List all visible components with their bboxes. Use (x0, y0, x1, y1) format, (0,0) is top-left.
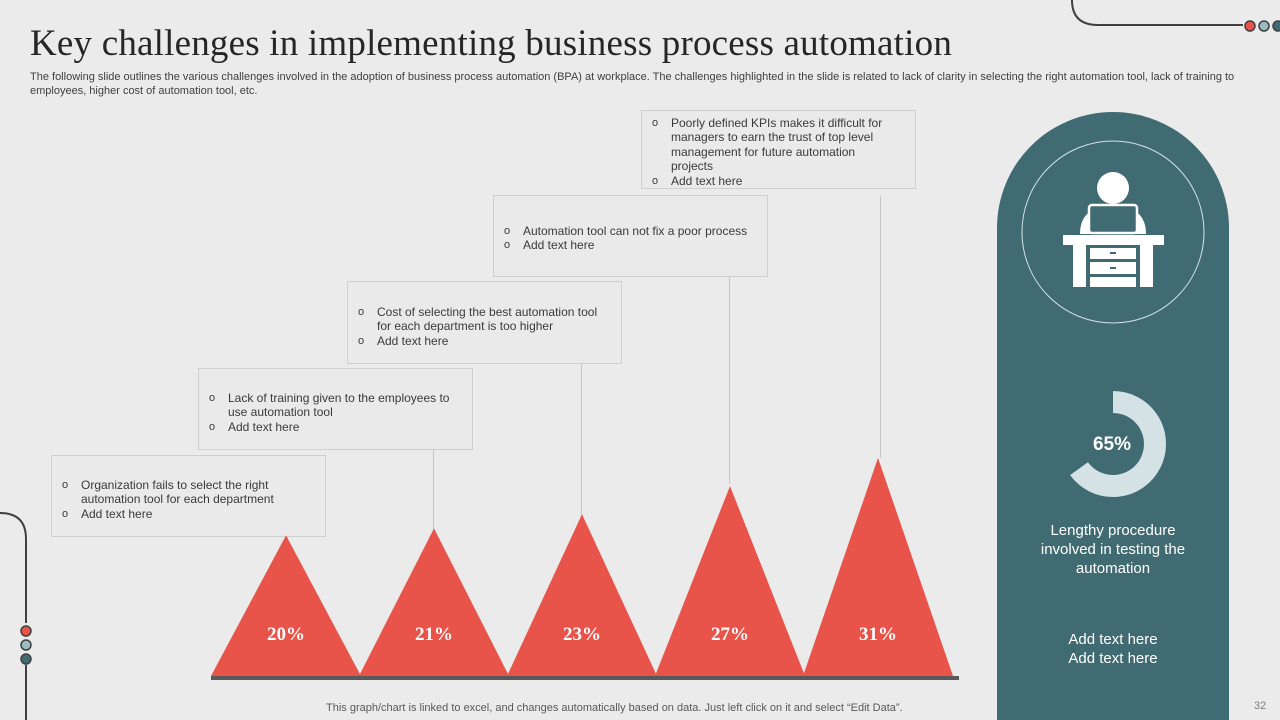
callout-1-point-2: Add text here (62, 507, 315, 522)
callout-2-point-1: Lack of training given to the employees … (209, 391, 462, 420)
callout-box-5: Poorly defined KPIs makes it difficult f… (641, 110, 916, 189)
connector-line (729, 277, 730, 484)
value-label-2: 21% (415, 624, 453, 645)
triangle-mark-4 (655, 486, 805, 676)
panel-description: Lengthy procedure involved in testing th… (1040, 522, 1186, 577)
callout-3-point-2: Add text here (358, 334, 611, 349)
donut-value-arc (1070, 391, 1166, 497)
chart-baseline (211, 676, 959, 680)
triangle-mark-3 (507, 514, 657, 676)
panel-add-text-1: Add text here (1068, 631, 1158, 648)
callout-5-point-1: Poorly defined KPIs makes it difficult f… (652, 116, 885, 174)
callout-box-1: Organization fails to select the right a… (51, 455, 326, 537)
callout-box-2: Lack of training given to the employees … (198, 368, 473, 450)
callout-box-3: Cost of selecting the best automation to… (347, 281, 622, 364)
value-label-3: 23% (563, 624, 601, 645)
triangle-mark-5 (803, 458, 953, 676)
value-label-5: 31% (859, 624, 897, 645)
callout-5-point-2: Add text here (652, 174, 885, 189)
footer-note: This graph/chart is linked to excel, and… (326, 702, 903, 714)
value-label-4: 27% (711, 624, 749, 645)
callout-3-point-1: Cost of selecting the best automation to… (358, 305, 611, 334)
slide-title: Key challenges in implementing business … (30, 23, 953, 64)
value-label-1: 20% (267, 624, 305, 645)
slide-subtitle: The following slide outlines the various… (30, 71, 1235, 97)
callout-4-point-2: Add text here (504, 238, 757, 253)
connector-line (880, 196, 881, 458)
callout-2-point-2: Add text here (209, 420, 462, 435)
callout-box-4: Automation tool can not fix a poor proce… (493, 195, 768, 277)
triangle-mark-2 (359, 528, 509, 676)
page-number: 32 (1254, 700, 1267, 712)
top-right-decoration (1071, 0, 1280, 32)
callout-4-point-1: Automation tool can not fix a poor proce… (504, 224, 757, 239)
panel-add-text-2: Add text here (1068, 650, 1158, 667)
left-side-decoration (0, 512, 32, 720)
icon-ring (1021, 140, 1205, 324)
triangle-mark-1 (211, 535, 361, 676)
connector-line (581, 364, 582, 529)
connector-line (433, 450, 434, 543)
person-at-desk-icon (1063, 172, 1164, 287)
side-panel-graphics: 65% (1021, 140, 1205, 497)
donut-label: 65% (1093, 434, 1131, 455)
side-panel: 65% Lengthy procedure involved in testin… (997, 112, 1229, 720)
callout-1-point-1: Organization fails to select the right a… (62, 478, 315, 507)
triangle-bar-chart: 20% 21% 23% 27% 31% (211, 458, 959, 680)
